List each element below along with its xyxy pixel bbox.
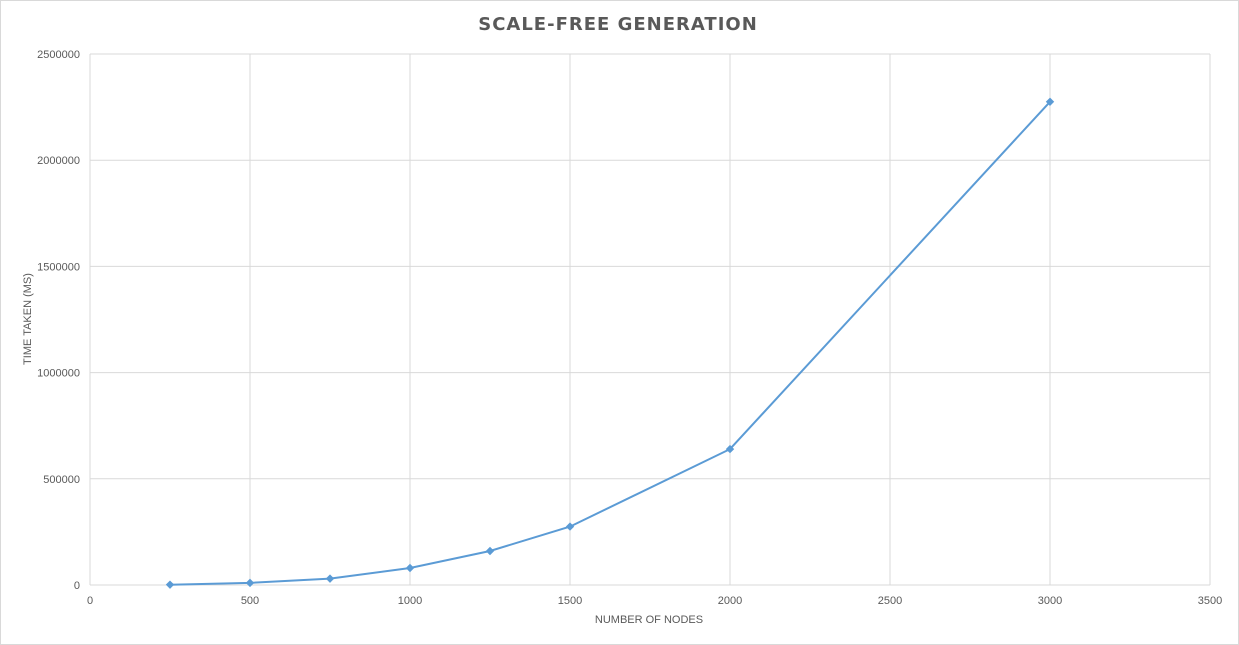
grid-layer [89, 53, 1211, 586]
series-layer [165, 97, 1055, 589]
data-point [405, 563, 415, 573]
data-point [725, 444, 735, 454]
data-point [325, 574, 335, 583]
y-tick-label: 1000000 [37, 368, 80, 380]
x-tick-label: 2500 [878, 595, 902, 607]
y-tick-label: 2000000 [37, 155, 80, 167]
y-tick-label: 1500000 [37, 261, 80, 273]
x-tick-label: 500 [241, 595, 259, 607]
data-point [245, 578, 255, 588]
series-line [169, 101, 1051, 586]
x-tick-label: 3500 [1198, 595, 1222, 607]
data-point [485, 546, 495, 556]
x-tick-label: 1000 [398, 595, 422, 607]
x-tick-label: 3000 [1038, 595, 1062, 607]
chart-title: SCALE-FREE GENERATION [478, 14, 758, 35]
y-tick-label: 2500000 [37, 49, 80, 61]
data-point [1045, 97, 1055, 106]
data-point [165, 580, 175, 589]
tick-layer: 0 500 1000 1500 2000 2500 3000 3500 0 500000 10000… [37, 49, 1222, 607]
x-tick-label: 2000 [718, 595, 742, 607]
y-tick-label: 500000 [43, 474, 80, 486]
y-axis-label: TIME TAKEN (MS) [22, 273, 34, 365]
x-tick-label: 1500 [558, 595, 582, 607]
x-tick-label: 0 [87, 595, 93, 607]
x-axis-label: NUMBER OF NODES [595, 614, 703, 626]
y-tick-label: 0 [74, 580, 80, 592]
data-point [565, 522, 575, 531]
